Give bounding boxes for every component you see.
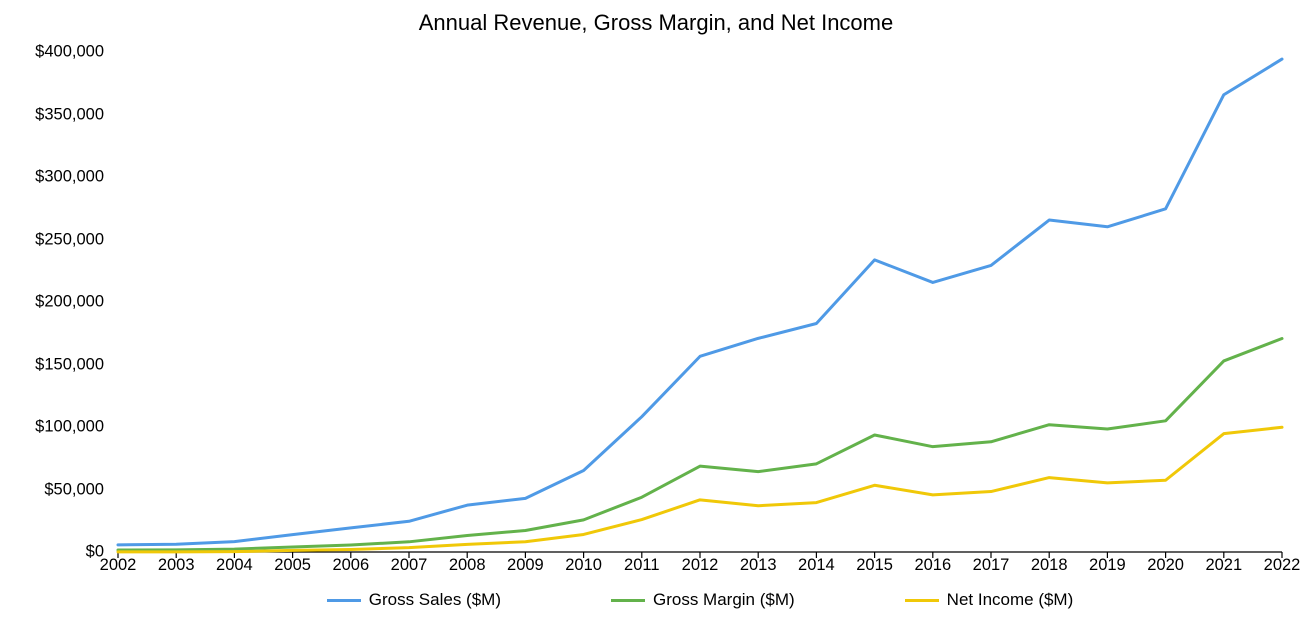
chart-svg xyxy=(118,52,1282,552)
x-tick-label: 2019 xyxy=(1089,556,1126,575)
y-tick-label: $50,000 xyxy=(44,480,104,499)
y-tick-label: $300,000 xyxy=(35,168,104,187)
legend-swatch xyxy=(327,599,361,602)
x-tick-label: 2015 xyxy=(856,556,893,575)
x-tick-label: 2018 xyxy=(1031,556,1068,575)
legend-label: Gross Sales ($M) xyxy=(369,590,501,610)
legend-label: Net Income ($M) xyxy=(947,590,1074,610)
x-tick-label: 2022 xyxy=(1264,556,1301,575)
y-tick-label: $350,000 xyxy=(35,105,104,124)
x-tick-label: 2017 xyxy=(973,556,1010,575)
x-tick-label: 2006 xyxy=(332,556,369,575)
x-tick-label: 2021 xyxy=(1205,556,1242,575)
legend-label: Gross Margin ($M) xyxy=(653,590,795,610)
legend-item: Gross Margin ($M) xyxy=(611,590,795,610)
series-line xyxy=(118,59,1282,545)
chart-title: Annual Revenue, Gross Margin, and Net In… xyxy=(0,0,1312,36)
y-tick-label: $100,000 xyxy=(35,418,104,437)
x-axis: 2002200320042005200620072008200920102011… xyxy=(118,556,1282,580)
x-tick-label: 2011 xyxy=(624,556,659,575)
x-tick-label: 2020 xyxy=(1147,556,1184,575)
x-tick-label: 2007 xyxy=(391,556,428,575)
y-tick-label: $150,000 xyxy=(35,355,104,374)
legend-item: Net Income ($M) xyxy=(905,590,1074,610)
y-tick-label: $200,000 xyxy=(35,293,104,312)
x-tick-label: 2002 xyxy=(100,556,137,575)
series-line xyxy=(118,339,1282,550)
x-tick-label: 2008 xyxy=(449,556,486,575)
y-tick-label: $250,000 xyxy=(35,230,104,249)
legend-swatch xyxy=(611,599,645,602)
x-tick-label: 2014 xyxy=(798,556,835,575)
legend-item: Gross Sales ($M) xyxy=(327,590,501,610)
legend-swatch xyxy=(905,599,939,602)
x-tick-label: 2013 xyxy=(740,556,777,575)
y-tick-label: $400,000 xyxy=(35,43,104,62)
x-tick-label: 2016 xyxy=(914,556,951,575)
y-axis: $0$50,000$100,000$150,000$200,000$250,00… xyxy=(0,52,112,552)
x-tick-label: 2005 xyxy=(274,556,311,575)
legend: Gross Sales ($M) Gross Margin ($M) Net Inc… xyxy=(118,586,1282,614)
revenue-margin-income-chart: Annual Revenue, Gross Margin, and Net In… xyxy=(0,0,1312,624)
x-tick-label: 2003 xyxy=(158,556,195,575)
x-tick-label: 2010 xyxy=(565,556,602,575)
x-tick-label: 2004 xyxy=(216,556,253,575)
x-tick-label: 2009 xyxy=(507,556,544,575)
x-tick-label: 2012 xyxy=(682,556,719,575)
plot-area xyxy=(118,52,1282,552)
